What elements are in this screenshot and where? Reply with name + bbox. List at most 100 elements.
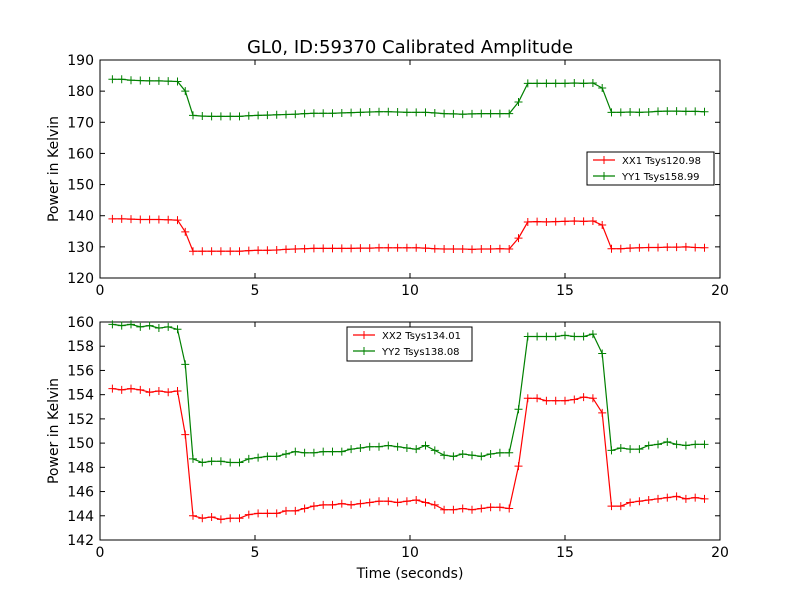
data-point-bottom-0 xyxy=(108,384,117,393)
data-point-bottom-0 xyxy=(356,499,365,508)
data-point-bottom-0 xyxy=(477,504,486,513)
data-point-top-1 xyxy=(173,77,182,86)
data-point-top-0 xyxy=(365,244,374,253)
data-point-top-1 xyxy=(616,108,625,117)
data-point-bottom-0 xyxy=(384,497,393,506)
data-point-top-1 xyxy=(291,110,300,119)
xlabel-bottom: Time (seconds) xyxy=(356,566,464,582)
data-point-top-1 xyxy=(319,109,328,118)
data-point-bottom-0 xyxy=(663,493,672,502)
data-point-bottom-1 xyxy=(365,442,374,451)
legend-label-top-0: XX1 Tsys120.98 xyxy=(622,156,701,167)
data-point-bottom-1 xyxy=(570,332,579,341)
data-point-bottom-0 xyxy=(616,502,625,511)
data-point-top-0 xyxy=(486,245,495,254)
data-point-bottom-0 xyxy=(272,509,281,518)
data-point-top-1 xyxy=(635,108,644,117)
data-point-top-1 xyxy=(181,87,190,96)
data-point-top-1 xyxy=(654,107,662,116)
data-point-bottom-1 xyxy=(226,458,235,467)
data-point-bottom-1 xyxy=(127,320,135,329)
xtick-label-top: 20 xyxy=(711,283,729,299)
data-point-top-1 xyxy=(402,108,411,117)
data-point-top-0 xyxy=(319,244,328,253)
data-point-bottom-1 xyxy=(244,454,253,463)
data-point-top-0 xyxy=(505,245,514,254)
data-point-top-0 xyxy=(356,244,365,253)
data-point-bottom-0 xyxy=(495,503,504,512)
data-point-bottom-0 xyxy=(337,499,346,508)
data-point-top-1 xyxy=(337,108,346,117)
data-point-top-0 xyxy=(616,244,625,253)
data-point-top-0 xyxy=(263,246,272,255)
data-point-bottom-0 xyxy=(207,512,216,521)
data-point-top-0 xyxy=(412,243,421,252)
data-point-top-1 xyxy=(691,107,700,116)
data-point-top-1 xyxy=(356,108,365,117)
data-point-top-0 xyxy=(154,215,163,224)
data-point-top-1 xyxy=(189,111,197,120)
data-point-top-0 xyxy=(309,244,318,253)
data-point-top-0 xyxy=(533,217,542,226)
data-point-top-0 xyxy=(691,243,700,252)
data-point-top-0 xyxy=(579,217,588,226)
data-point-top-1 xyxy=(598,84,607,93)
data-point-bottom-0 xyxy=(672,492,681,501)
data-point-bottom-1 xyxy=(551,332,560,341)
data-point-bottom-1 xyxy=(542,332,551,341)
ytick-label-bottom: 152 xyxy=(67,412,94,428)
data-point-top-0 xyxy=(328,244,337,253)
data-point-bottom-0 xyxy=(588,394,597,403)
ytick-label-bottom: 156 xyxy=(67,363,94,379)
legend-marker-top-0 xyxy=(600,156,608,164)
ytick-label-top: 140 xyxy=(67,209,94,225)
data-point-bottom-1 xyxy=(449,452,458,461)
data-point-top-1 xyxy=(700,107,709,116)
data-point-bottom-0 xyxy=(514,462,523,471)
series-bottom xyxy=(108,320,709,524)
ytick-label-top: 150 xyxy=(67,178,94,194)
data-point-top-0 xyxy=(282,245,290,254)
data-point-top-1 xyxy=(309,109,318,118)
xtick-label-top: 5 xyxy=(251,283,260,299)
xtick-label-bottom: 0 xyxy=(96,545,105,561)
data-point-bottom-1 xyxy=(254,453,263,462)
data-point-bottom-1 xyxy=(681,441,690,450)
data-point-top-0 xyxy=(244,246,253,255)
data-point-bottom-1 xyxy=(523,332,532,341)
data-point-top-1 xyxy=(375,107,383,116)
data-point-bottom-0 xyxy=(468,505,476,514)
data-point-top-1 xyxy=(477,109,486,118)
data-point-top-0 xyxy=(626,244,635,253)
ytick-label-top: 120 xyxy=(67,271,94,287)
legend-marker-bottom-1 xyxy=(360,347,368,355)
data-point-top-0 xyxy=(635,243,644,252)
data-point-top-1 xyxy=(626,108,635,117)
data-point-bottom-1 xyxy=(337,447,346,456)
data-point-bottom-0 xyxy=(117,385,126,394)
ytick-label-bottom: 142 xyxy=(67,533,94,549)
data-point-bottom-0 xyxy=(561,396,569,405)
data-point-top-0 xyxy=(189,247,197,256)
data-point-top-0 xyxy=(514,234,523,243)
data-point-top-0 xyxy=(598,221,607,230)
data-point-bottom-0 xyxy=(282,506,290,515)
data-point-bottom-1 xyxy=(691,440,700,449)
data-point-bottom-0 xyxy=(181,430,190,439)
data-point-bottom-0 xyxy=(542,396,551,405)
data-point-bottom-0 xyxy=(173,387,182,396)
data-point-bottom-1 xyxy=(440,451,449,460)
data-point-top-0 xyxy=(347,244,356,253)
data-point-top-1 xyxy=(136,76,145,85)
data-point-top-0 xyxy=(523,217,532,226)
data-point-top-1 xyxy=(198,112,207,121)
data-point-bottom-1 xyxy=(198,458,207,467)
data-point-top-0 xyxy=(173,216,182,225)
data-point-top-0 xyxy=(384,243,393,252)
data-point-bottom-1 xyxy=(272,452,281,461)
data-point-bottom-0 xyxy=(347,500,356,509)
legend-top: XX1 Tsys120.98 YY1 Tsys158.99 xyxy=(586,151,715,186)
data-point-top-1 xyxy=(663,107,672,116)
data-point-top-1 xyxy=(570,79,579,88)
xtick-label-bottom: 10 xyxy=(401,545,419,561)
